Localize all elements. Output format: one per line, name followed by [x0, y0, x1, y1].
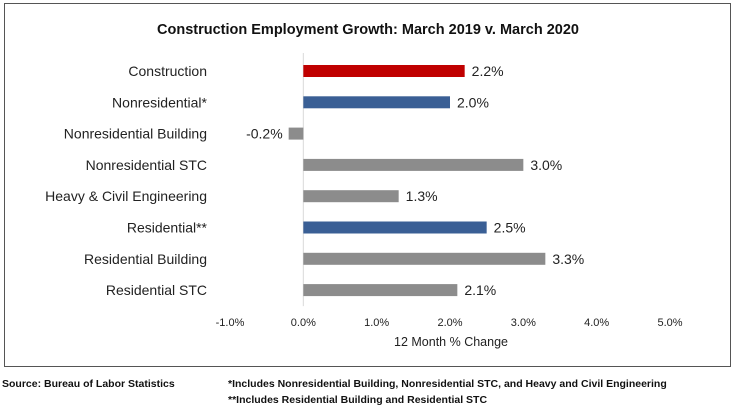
category-label: Residential STC: [106, 282, 207, 298]
data-label: 2.1%: [464, 282, 496, 298]
x-tick-label: 0.0%: [291, 317, 316, 329]
data-label: 3.3%: [552, 251, 584, 267]
data-label: 2.2%: [472, 63, 504, 79]
category-label: Nonresidential*: [112, 94, 207, 110]
data-label: 2.0%: [457, 94, 489, 110]
data-label: 3.0%: [530, 157, 562, 173]
bar: [303, 284, 458, 297]
category-label: Heavy & Civil Engineering: [45, 188, 207, 204]
x-tick-label: 5.0%: [657, 317, 682, 329]
category-label: Residential Building: [84, 251, 207, 267]
category-label: Residential**: [127, 220, 208, 236]
bar: [303, 158, 524, 171]
footnote-residential: **Includes Residential Building and Resi…: [228, 394, 488, 406]
bar: [303, 190, 399, 203]
footnote-nonresidential: *Includes Nonresidential Building, Nonre…: [228, 378, 667, 390]
x-axis-label: 12 Month % Change: [394, 335, 508, 349]
category-label: Construction: [128, 63, 207, 79]
source-note: Source: Bureau of Labor Statistics: [2, 378, 175, 390]
data-label: -0.2%: [246, 126, 283, 142]
chart-frame: [4, 3, 731, 367]
x-tick-label: 4.0%: [584, 317, 609, 329]
bar: [303, 96, 450, 109]
bar: [288, 127, 304, 140]
category-label: Nonresidential STC: [86, 157, 207, 173]
bar: [303, 65, 465, 77]
x-tick-label: 1.0%: [364, 317, 389, 329]
bar: [303, 221, 487, 234]
category-label: Nonresidential Building: [64, 126, 207, 142]
x-tick-label: 2.0%: [437, 317, 462, 329]
data-label: 1.3%: [406, 188, 438, 204]
data-label: 2.5%: [494, 220, 526, 236]
bar: [303, 252, 546, 265]
x-tick-label: -1.0%: [216, 317, 245, 329]
x-tick-label: 3.0%: [511, 317, 536, 329]
chart-title: Construction Employment Growth: March 20…: [157, 22, 579, 38]
